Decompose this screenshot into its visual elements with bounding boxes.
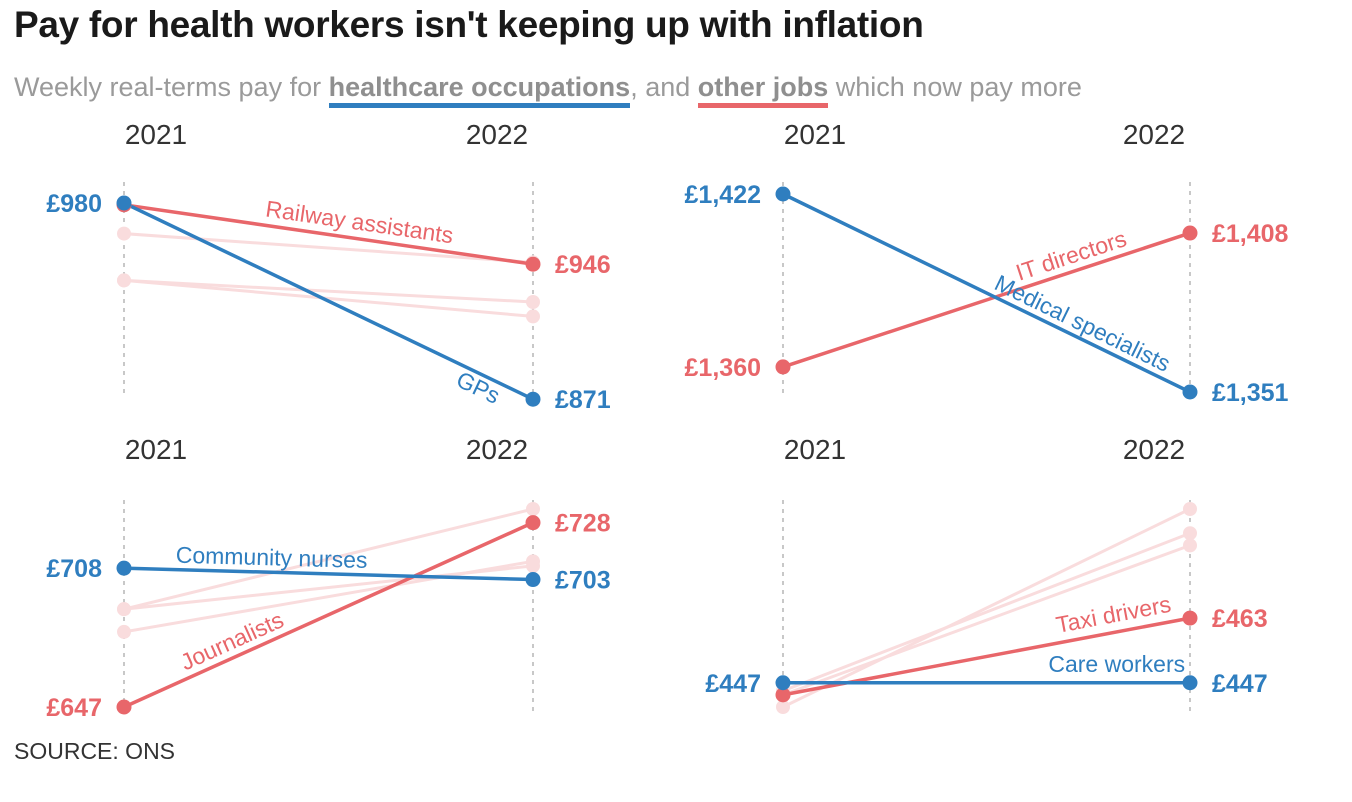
data-point-2021 <box>116 699 132 715</box>
data-point-2021 <box>775 186 791 202</box>
data-point-2022 <box>1182 225 1198 241</box>
subtitle-text-middle: , and <box>630 72 698 102</box>
series-line <box>122 201 535 401</box>
series-name-label: Community nurses <box>175 542 367 573</box>
data-point-2021 <box>775 687 791 703</box>
background-point <box>526 295 540 309</box>
data-point-2022 <box>525 256 541 272</box>
value-label-2022: £871 <box>555 386 611 414</box>
series-line <box>781 192 1192 394</box>
value-label-2021: £1,422 <box>685 181 761 209</box>
year-label: 2021 <box>784 434 846 465</box>
chart-title: Pay for health workers isn't keeping up … <box>14 4 924 45</box>
background-point <box>526 309 540 324</box>
background-line <box>122 507 535 611</box>
data-point-2022 <box>1182 610 1198 626</box>
year-label: 2021 <box>784 119 846 150</box>
value-label-2022: £946 <box>555 251 611 279</box>
legend-other-jobs: other jobs <box>697 72 829 108</box>
background-point <box>117 226 131 241</box>
value-label-2021: £708 <box>46 555 102 583</box>
background-line <box>781 531 1192 693</box>
value-label-2022: £1,351 <box>1212 379 1289 407</box>
background-point <box>117 624 131 639</box>
background-point <box>526 558 540 573</box>
year-label: 2022 <box>1123 434 1185 465</box>
legend-healthcare-occupations: healthcare occupations <box>328 72 631 108</box>
series-line <box>122 520 535 709</box>
background-line <box>122 232 535 264</box>
year-label: 2022 <box>466 434 528 465</box>
background-point <box>1183 526 1197 541</box>
background-line <box>122 564 535 611</box>
background-line <box>122 278 535 318</box>
data-point-2022 <box>525 572 541 588</box>
value-label-2021: £647 <box>46 694 102 722</box>
series-name-label: Care workers <box>1048 651 1185 677</box>
background-point <box>776 700 790 714</box>
value-label-2022: £728 <box>555 510 611 538</box>
series-line <box>122 566 535 582</box>
background-line <box>781 507 1192 709</box>
background-point <box>117 602 131 617</box>
series-name-label: IT directors <box>1013 225 1130 286</box>
year-label: 2021 <box>125 434 187 465</box>
source-note: SOURCE: ONS <box>14 738 176 764</box>
background-line <box>781 543 1192 697</box>
subtitle-text-end: which now pay more <box>828 72 1082 102</box>
data-point-2022 <box>525 515 541 531</box>
background-point <box>117 273 131 288</box>
data-point-2022 <box>1182 675 1198 691</box>
data-point-2021 <box>775 675 791 691</box>
data-point-2022 <box>1182 384 1198 400</box>
value-label-2021: £447 <box>705 670 761 698</box>
value-label-2021: £1,360 <box>685 354 761 382</box>
value-label-2022: £447 <box>1212 670 1268 698</box>
data-point-2021 <box>116 560 132 576</box>
data-point-2022 <box>525 391 541 407</box>
value-label-2022: £463 <box>1212 605 1268 633</box>
background-point <box>1183 538 1197 553</box>
data-point-2021 <box>116 195 132 211</box>
value-label-2022: £1,408 <box>1212 220 1289 248</box>
year-label: 2022 <box>466 119 528 150</box>
series-name-label: Medical specialists <box>991 270 1175 377</box>
subtitle-text-start: Weekly real-terms pay for <box>14 72 329 102</box>
series-line <box>122 203 535 266</box>
year-label: 2021 <box>125 119 187 150</box>
background-line <box>122 278 535 304</box>
data-point-2021 <box>775 359 791 375</box>
background-point <box>526 502 540 516</box>
series-line <box>781 231 1192 369</box>
year-label: 2022 <box>1123 119 1185 150</box>
chart-subtitle: Weekly real-terms pay for healthcare occ… <box>14 72 1082 108</box>
series-name-label: GPs <box>452 366 504 409</box>
value-label-2021: £980 <box>46 190 102 218</box>
background-point <box>1183 502 1197 516</box>
value-label-2022: £703 <box>555 567 611 595</box>
